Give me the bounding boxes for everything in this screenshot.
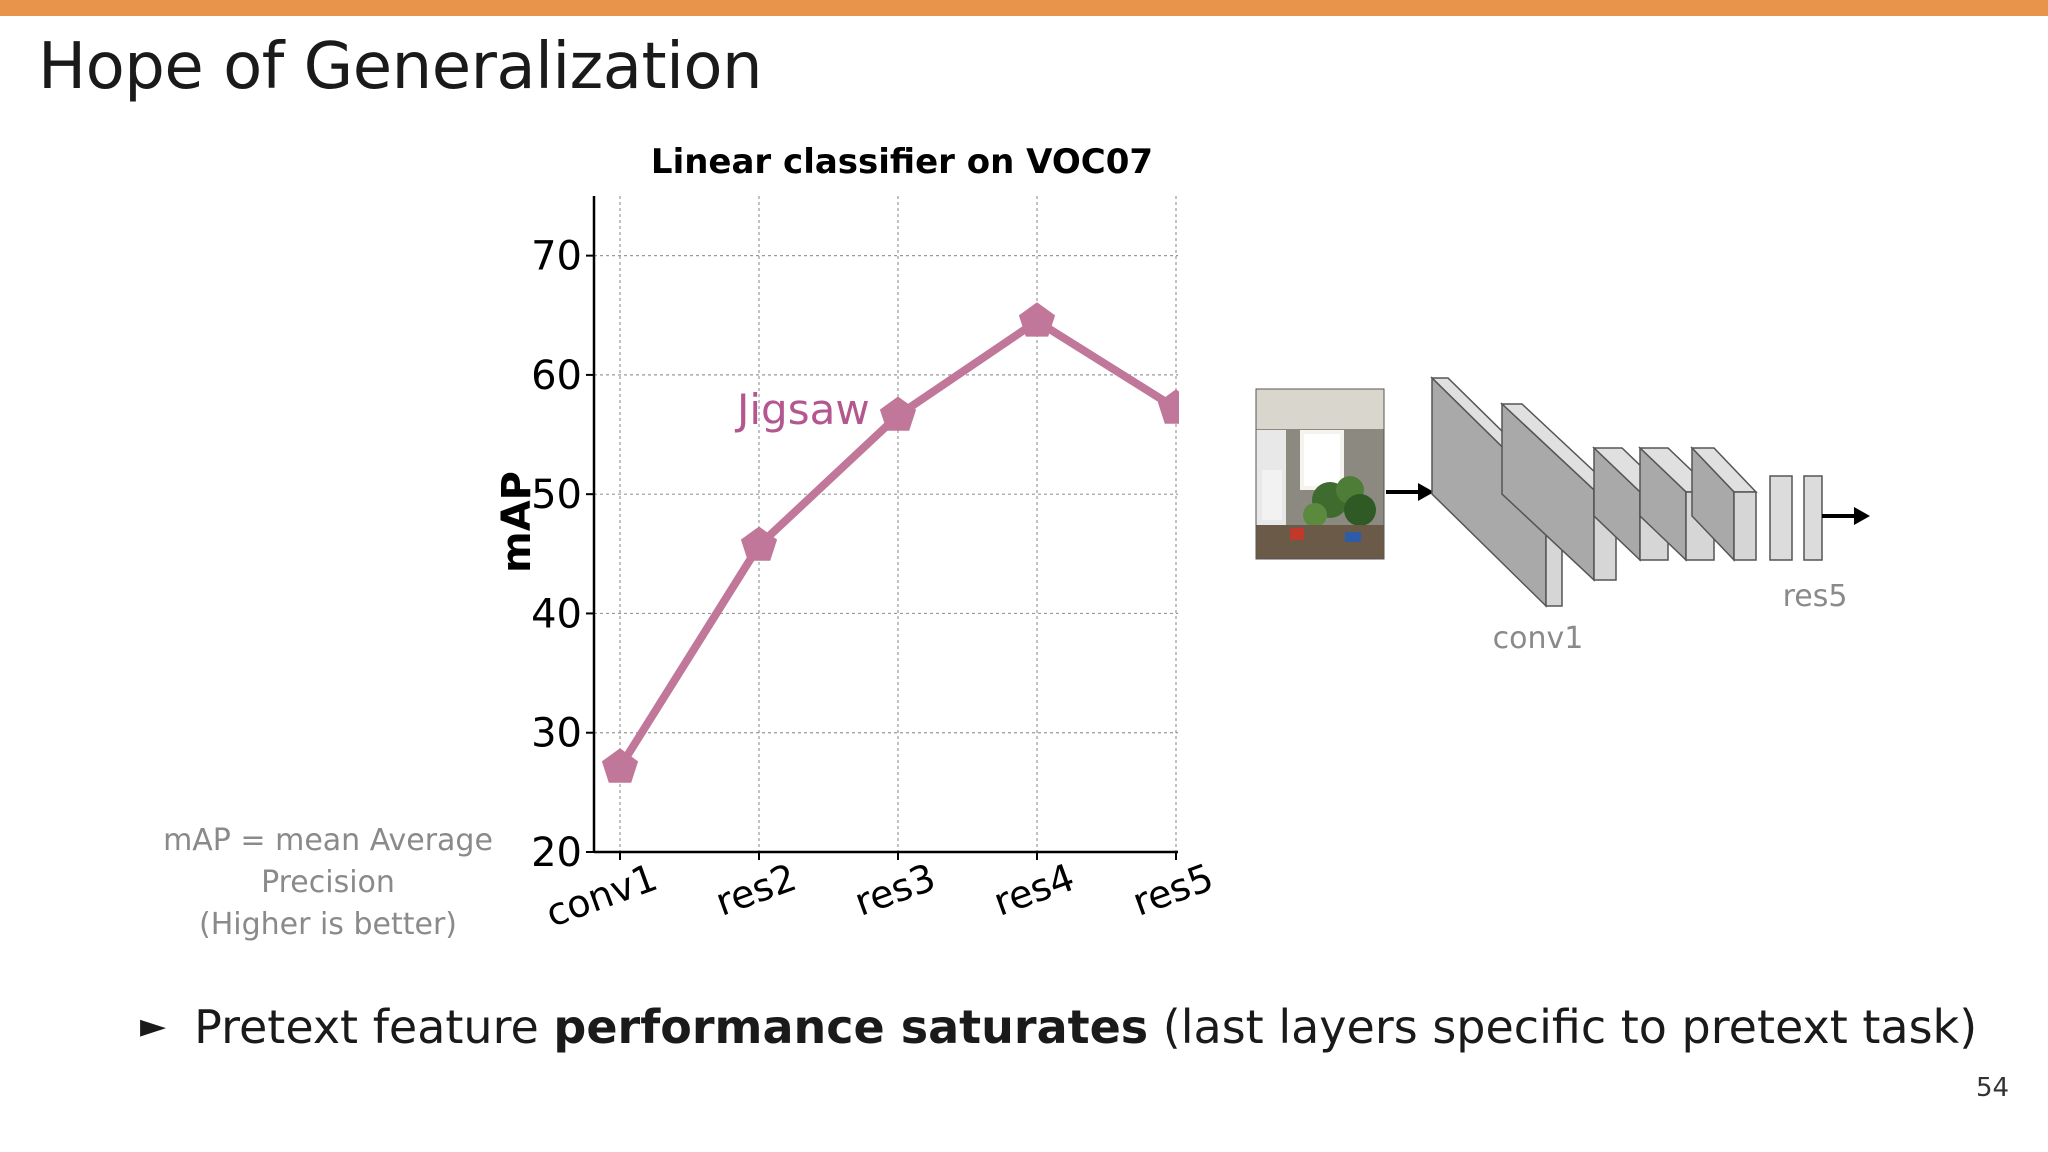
x-tick-label: res2 — [710, 855, 802, 924]
bullet-text-bold: performance saturates — [553, 1000, 1149, 1054]
y-tick-label: 70 — [531, 234, 582, 280]
top-accent-bar — [0, 0, 2048, 16]
y-tick-label: 30 — [531, 711, 582, 757]
map-definition-note: mAP = mean Average Precision (Higher is … — [150, 820, 506, 946]
y-ticks: 20 30 40 50 60 70 — [531, 234, 582, 876]
x-tick-label: res3 — [849, 855, 941, 924]
chart-grid — [594, 196, 1178, 852]
bullet-text-before: Pretext feature — [194, 1000, 554, 1054]
bullet-point: ► Pretext feature performance saturates (… — [140, 1000, 1977, 1054]
chart-title: Linear classifier on VOC07 — [651, 142, 1153, 182]
slide-title: Hope of Generalization — [38, 30, 763, 104]
page-number: 54 — [1976, 1073, 2010, 1103]
res4b-layer-block — [1690, 446, 1758, 562]
note-line-2: Precision — [261, 865, 395, 900]
data-point-marker — [879, 396, 917, 431]
x-tick-label: res5 — [1127, 855, 1219, 924]
network-diagram: conv1 res5 — [1255, 376, 1870, 656]
note-line-1: mAP = mean Average — [163, 823, 493, 858]
x-ticks: conv1 res2 res3 res4 res5 — [540, 855, 1219, 936]
series-jigsaw — [601, 302, 1179, 783]
res5-layer-block — [1769, 475, 1793, 561]
y-tick-label: 20 — [531, 830, 582, 876]
input-photo — [1255, 388, 1385, 560]
bullet-text-after: (last layers specific to pretext task) — [1148, 1000, 1978, 1054]
x-tick-label: res4 — [988, 855, 1080, 924]
series-label-jigsaw: Jigsaw — [734, 385, 870, 434]
fc-layer-block — [1803, 475, 1823, 561]
res5-label: res5 — [1783, 579, 1848, 614]
y-tick-label: 60 — [531, 353, 582, 399]
y-axis-label: mAP — [494, 471, 540, 573]
note-line-3: (Higher is better) — [198, 907, 457, 942]
res4-layer-block — [1638, 446, 1716, 562]
data-point-marker — [601, 748, 639, 783]
data-point-marker — [1157, 389, 1179, 424]
y-tick-label: 40 — [531, 591, 582, 637]
y-tick-label: 50 — [531, 472, 582, 518]
chart-axes — [586, 196, 1178, 860]
data-point-marker — [740, 526, 778, 561]
conv1-label: conv1 — [1493, 621, 1584, 656]
bullet-arrow-icon: ► — [140, 1006, 167, 1046]
data-point-marker — [1018, 302, 1056, 337]
